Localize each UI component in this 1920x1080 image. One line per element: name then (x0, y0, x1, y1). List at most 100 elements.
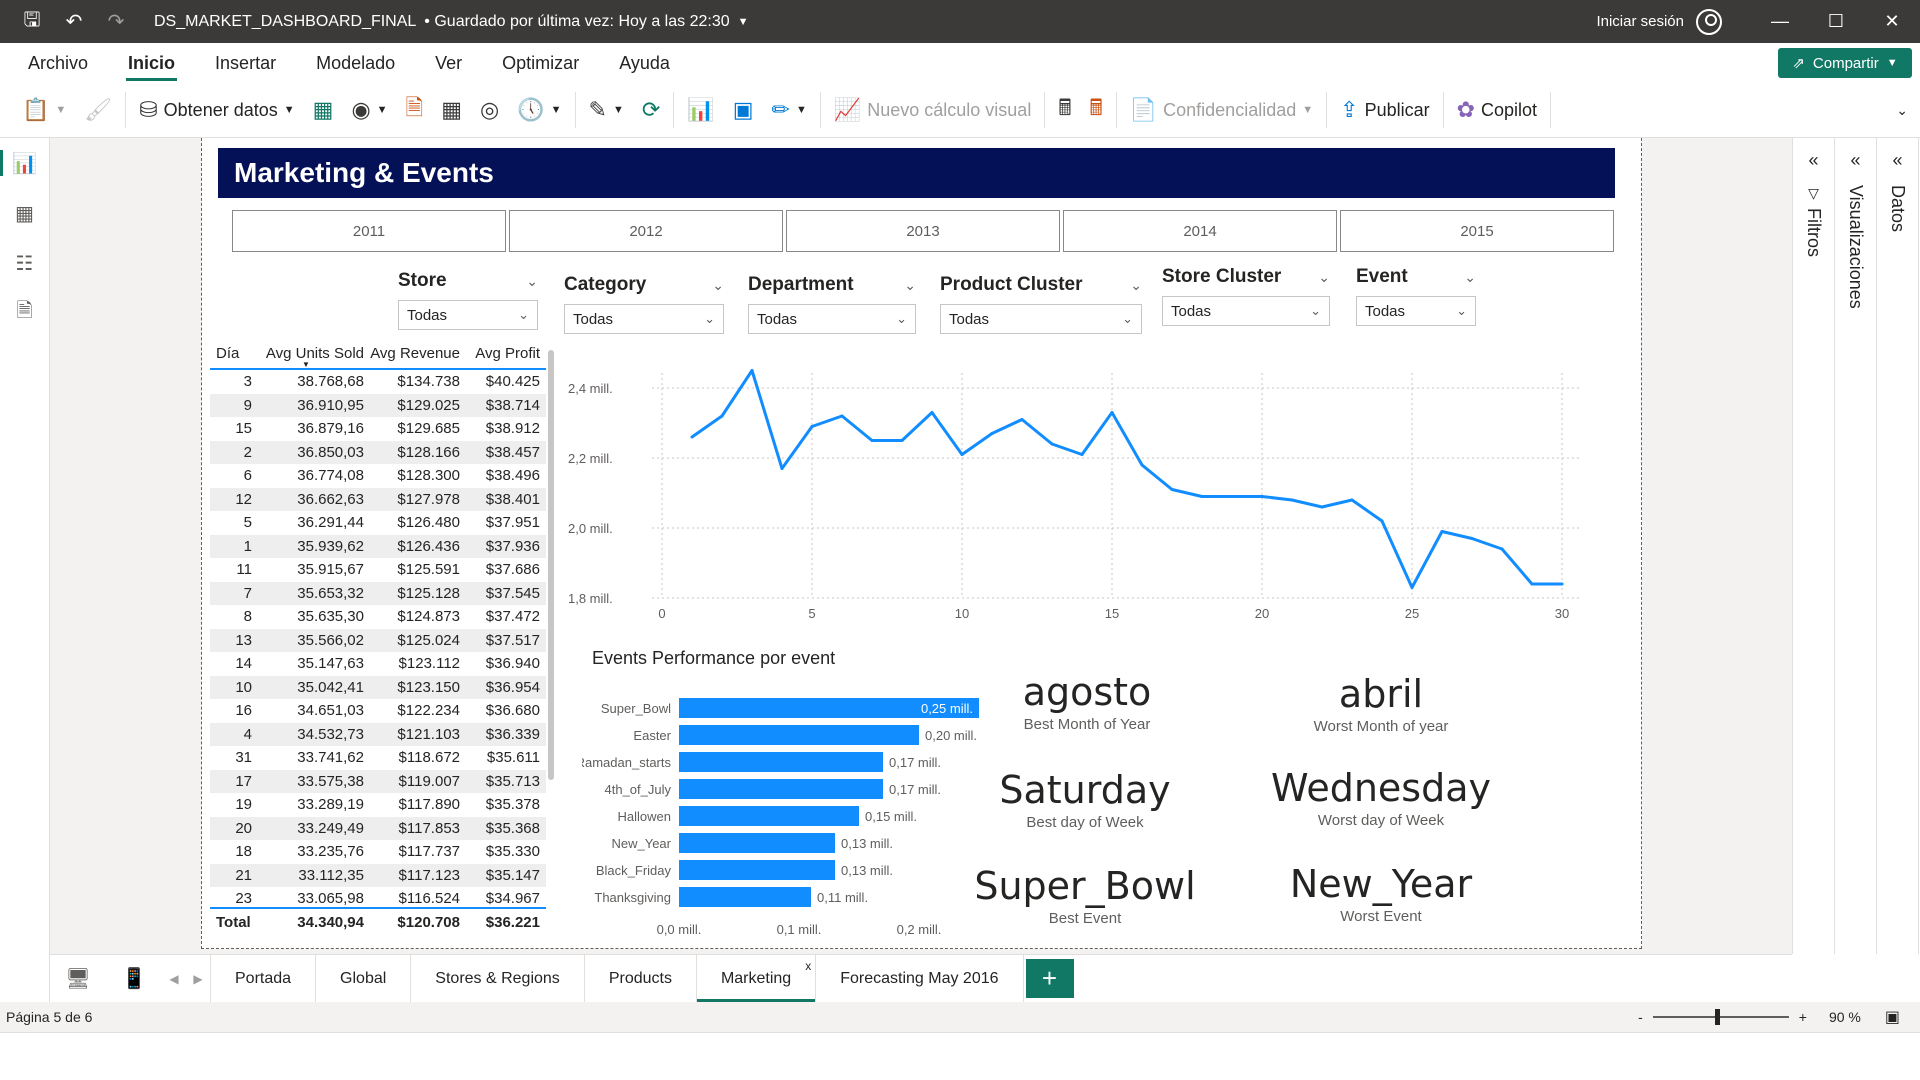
sql-button[interactable]: 🗎 (397, 90, 433, 130)
paste-button[interactable]: 📋 ▼ (0, 90, 75, 130)
more-visuals-button[interactable]: ✏ ▼ (763, 90, 816, 130)
add-page-button[interactable]: + (1025, 959, 1074, 998)
new-measure-button[interactable]: 🖩 (1049, 90, 1080, 130)
table-row[interactable]: 14 35.147,63 $123.112 $36.940 (210, 652, 546, 676)
events-bar-chart[interactable]: Super_Bowl 0,25 mill. Easter 0,20 mill. Rama… (582, 640, 1022, 940)
slicer-dropdown[interactable]: Todas ⌄ (940, 304, 1142, 334)
chevron-down-icon[interactable]: ⌄ (1130, 276, 1142, 293)
menu-archivo[interactable]: Archivo (28, 53, 89, 73)
report-view-icon[interactable]: 📊 (0, 138, 49, 188)
publish-button[interactable]: ⇪ Publicar (1331, 90, 1438, 130)
menu-insertar[interactable]: Insertar (215, 53, 277, 73)
table-row[interactable]: 19 33.289,19 $117.890 $35.378 (210, 793, 546, 817)
table-row[interactable]: 21 33.112,35 $117.123 $35.147 (210, 863, 546, 887)
chevron-down-icon[interactable]: ⌄ (712, 276, 724, 293)
next-page-icon[interactable]: ▶ (193, 971, 203, 986)
table-row[interactable]: 2 36.850,03 $128.166 $38.457 (210, 440, 546, 464)
table-row[interactable]: 4 34.532,73 $121.103 $36.339 (210, 722, 546, 746)
undo-icon[interactable]: ↶ (65, 11, 83, 33)
onelake-button[interactable]: ◉ ▼ (342, 90, 396, 130)
table-row[interactable]: 23 33.065,98 $116.524 $34.967 (210, 887, 546, 907)
year-button[interactable]: 2015 (1340, 210, 1614, 252)
daily-revenue-line-chart[interactable]: 1,8 mill. 2,0 mill. 2,2 mill. 2,4 mill. 0 5 10… (562, 353, 1622, 623)
get-data-button[interactable]: ⛁ Obtener datos ▼ (130, 90, 303, 130)
table-row[interactable]: 12 36.662,63 $127.978 $38.401 (210, 487, 546, 511)
new-visual-button[interactable]: 📊 (678, 90, 723, 130)
table-row[interactable]: 5 36.291,44 $126.480 $37.951 (210, 511, 546, 535)
table-row[interactable]: 1 35.939,62 $126.436 $37.936 (210, 534, 546, 558)
column-header-dia[interactable]: Día (216, 344, 240, 362)
table-row[interactable]: 9 36.910,95 $129.025 $38.714 (210, 393, 546, 417)
new-visual-calc-button[interactable]: 📈 Nuevo cálculo visual (825, 90, 1041, 130)
tab-portada[interactable]: Portada (210, 955, 315, 1002)
tab-marketing[interactable]: Marketing x (695, 955, 816, 1002)
menu-optimizar[interactable]: Optimizar (502, 53, 580, 73)
table-row[interactable]: 7 35.653,32 $125.128 $37.545 (210, 581, 546, 605)
table-scrollbar[interactable] (548, 350, 554, 780)
table-row[interactable]: 31 33.741,62 $118.672 $35.611 (210, 746, 546, 770)
mobile-view-icon[interactable]: 📱 (121, 968, 147, 990)
tab-forecasting[interactable]: Forecasting May 2016 (815, 955, 1024, 1002)
share-button[interactable]: ⇗ Compartir ▼ (1778, 48, 1912, 78)
document-title[interactable]: DS_MARKET_DASHBOARD_FINAL • Guardado por… (154, 13, 749, 31)
save-icon[interactable]: 🖫 (23, 8, 41, 31)
chevron-left-icon[interactable]: « (1850, 150, 1861, 170)
copilot-button[interactable]: ✿ Copilot (1448, 90, 1546, 130)
slicer-dropdown[interactable]: Todas ⌄ (748, 304, 916, 334)
year-button[interactable]: 2014 (1063, 210, 1337, 252)
slicer-dropdown[interactable]: Todas ⌄ (1356, 296, 1476, 326)
zoom-out-icon[interactable]: - (1638, 1009, 1643, 1025)
menu-ver[interactable]: Ver (435, 53, 463, 73)
year-button[interactable]: 2011 (232, 210, 506, 252)
avatar-icon[interactable] (1696, 8, 1722, 35)
table-row[interactable]: 16 34.651,03 $122.234 $36.680 (210, 699, 546, 723)
enter-data-button[interactable]: ▦ (432, 90, 471, 130)
year-button[interactable]: 2013 (786, 210, 1060, 252)
table-row[interactable]: 15 36.879,16 $129.685 $38.912 (210, 417, 546, 441)
table-row[interactable]: 13 35.566,02 $125.024 $37.517 (210, 628, 546, 652)
text-box-button[interactable]: ▣ (724, 90, 763, 130)
chevron-down-icon[interactable]: ▼ (737, 15, 749, 28)
model-view-icon[interactable]: ☷ (15, 252, 34, 275)
chevron-down-icon[interactable]: ⌄ (904, 276, 916, 293)
table-row[interactable]: 20 33.249,49 $117.853 $35.368 (210, 816, 546, 840)
chevron-down-icon[interactable]: ⌄ (1464, 268, 1476, 285)
year-button[interactable]: 2012 (509, 210, 783, 252)
quick-measure-button[interactable]: 🖩 (1081, 90, 1112, 130)
refresh-button[interactable]: ⟳ (633, 90, 669, 130)
column-header-units[interactable]: Avg Units Sold ▼ (265, 344, 364, 369)
table-row[interactable]: 3 38.768,68 $134.738 $40.425 (210, 370, 546, 394)
minimize-icon[interactable]: — (1771, 11, 1789, 31)
chevron-left-icon[interactable]: « (1808, 150, 1819, 170)
sort-desc-icon[interactable]: ▼ (302, 359, 310, 369)
slicer-dropdown[interactable]: Todas ⌄ (564, 304, 724, 334)
slicer-dropdown[interactable]: Todas ⌄ (398, 300, 538, 330)
desktop-view-icon[interactable]: 🖥 (65, 968, 91, 990)
filters-pane[interactable]: « ▽ Filtros (1793, 138, 1835, 954)
visualizations-pane[interactable]: « Visualizaciones (1835, 138, 1877, 954)
redo-icon[interactable]: ↷ (107, 11, 125, 33)
table-row[interactable]: 10 35.042,41 $123.150 $36.954 (210, 675, 546, 699)
recent-sources-button[interactable]: 🕔 ▼ (508, 90, 570, 130)
table-view-icon[interactable]: ▦ (15, 202, 34, 225)
prev-page-icon[interactable]: ◀ (169, 971, 179, 986)
dax-query-icon[interactable]: 🗎 (16, 300, 33, 322)
confidentiality-button[interactable]: 📄 Confidencialidad ▼ (1121, 90, 1322, 130)
menu-inicio[interactable]: Inicio (108, 43, 195, 83)
format-painter-button[interactable]: 🖌 (75, 90, 121, 130)
fit-page-icon[interactable]: ▣ (1884, 1009, 1900, 1026)
chevron-down-icon[interactable]: ⌄ (526, 272, 538, 289)
zoom-slider[interactable] (1652, 1009, 1789, 1025)
slicer-dropdown[interactable]: Todas ⌄ (1162, 296, 1330, 326)
excel-button[interactable]: ▦ (304, 90, 343, 130)
transform-data-button[interactable]: ✎ ▼ (580, 90, 633, 130)
chevron-down-icon[interactable]: ⌄ (1318, 268, 1330, 285)
zoom-in-icon[interactable]: + (1798, 1009, 1807, 1025)
signin-link[interactable]: Iniciar sesión (1596, 13, 1684, 30)
column-header-revenue[interactable]: Avg Revenue (370, 344, 460, 362)
table-row[interactable]: 17 33.575,38 $119.007 $35.713 (210, 769, 546, 793)
tab-stores-regions[interactable]: Stores & Regions (410, 955, 584, 1002)
tab-products[interactable]: Products (583, 955, 696, 1002)
close-icon[interactable]: ✕ (1884, 11, 1900, 31)
table-row[interactable]: 6 36.774,08 $128.300 $38.496 (210, 464, 546, 488)
